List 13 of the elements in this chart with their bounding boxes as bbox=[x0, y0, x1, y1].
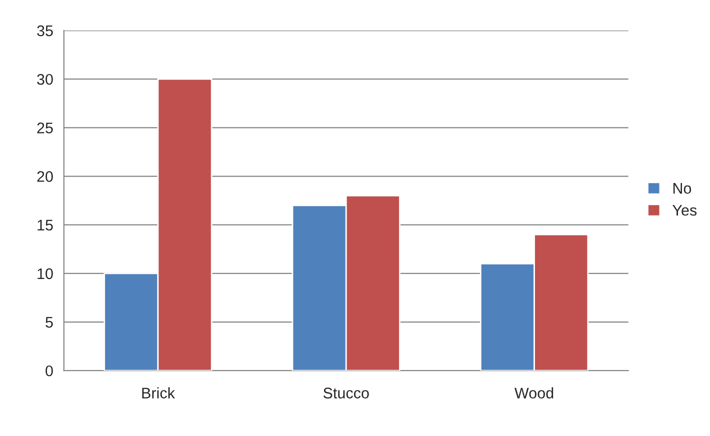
legend-label: No bbox=[673, 183, 692, 194]
y-tick-label: 35 bbox=[37, 25, 53, 36]
x-tick-label: Brick bbox=[142, 387, 175, 398]
x-tick-label: Wood bbox=[514, 387, 554, 398]
y-tick-label: 15 bbox=[38, 220, 53, 231]
y-tick-label: 10 bbox=[38, 268, 53, 280]
y-tick-label: 20 bbox=[37, 171, 53, 182]
y-tick-label: 0 bbox=[46, 365, 53, 376]
legend-label: Yes bbox=[672, 205, 697, 216]
y-tick-label: 5 bbox=[46, 317, 53, 328]
y-tick-label: 30 bbox=[37, 74, 53, 85]
y-tick-label: 25 bbox=[37, 122, 53, 134]
x-tick-label: Stucco bbox=[323, 388, 369, 398]
